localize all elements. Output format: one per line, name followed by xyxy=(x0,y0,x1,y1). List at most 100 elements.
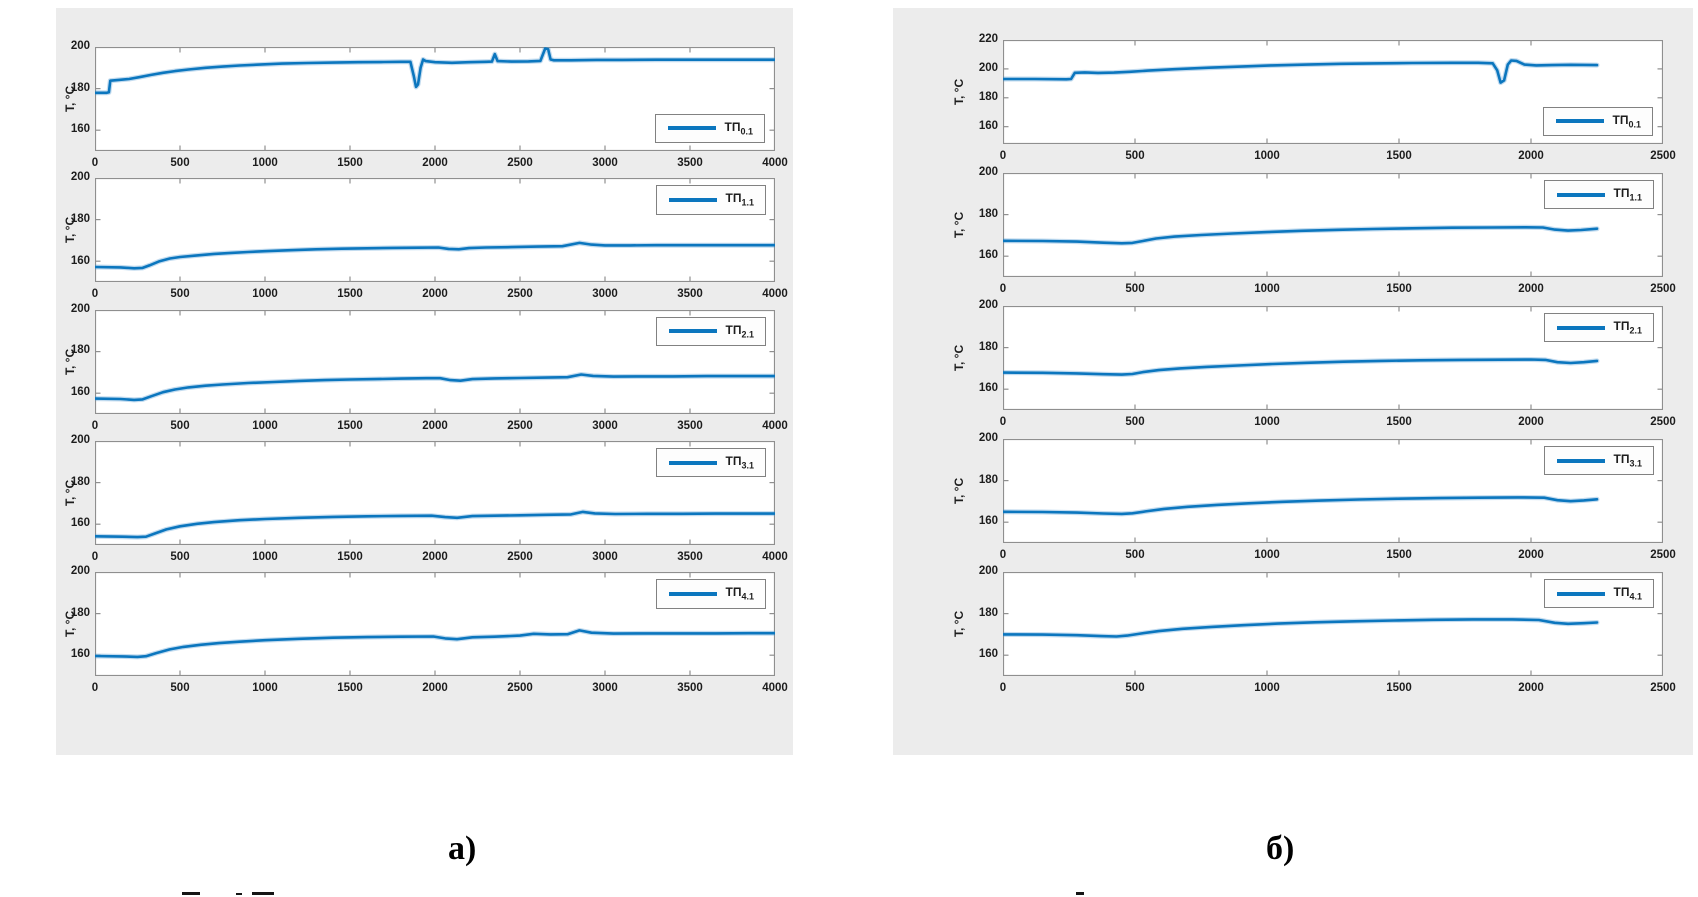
legend-line-sample xyxy=(1556,325,1605,330)
y-tick-label: 200 xyxy=(70,171,90,184)
series-line xyxy=(95,372,775,401)
x-tick-label: 2000 xyxy=(422,288,448,301)
figure-a: T, °C ТП0.1 160 180 200 0 500 1000 1500 2000 2500 3… xyxy=(56,8,793,755)
x-tick-label: 1500 xyxy=(1386,682,1412,694)
x-tick-label: 3000 xyxy=(592,682,618,695)
x-tick-label: 500 xyxy=(170,419,190,432)
x-tick-label: 1500 xyxy=(337,288,363,301)
y-tick-label: 180 xyxy=(978,473,998,486)
x-tick-label: 3500 xyxy=(677,288,703,301)
x-tick-label: 500 xyxy=(170,157,190,169)
series-line xyxy=(95,47,775,95)
figure-a-caption: а) xyxy=(448,830,477,867)
x-tick-label: 2000 xyxy=(1518,150,1544,162)
y-tick-label: 160 xyxy=(978,249,998,262)
legend-line-sample xyxy=(668,197,717,202)
plot-canvas xyxy=(95,440,775,545)
y-tick-label: 200 xyxy=(978,565,998,577)
plot-canvas xyxy=(1003,40,1663,144)
x-tick-label: 1000 xyxy=(252,157,278,169)
legend-label-subscript: 1.1 xyxy=(1629,192,1642,203)
legend: ТП2.1 xyxy=(1543,313,1654,343)
y-tick-label: 200 xyxy=(70,433,90,446)
y-tick-label: 160 xyxy=(978,119,998,132)
x-tick-label: 1000 xyxy=(252,288,278,301)
x-tick-label: 2500 xyxy=(507,550,533,563)
y-tick-label: 200 xyxy=(978,61,998,74)
x-tick-label: 2000 xyxy=(1518,283,1544,295)
y-tick-label: 160 xyxy=(70,517,90,530)
x-tick-label: 1000 xyxy=(252,419,278,432)
series-line xyxy=(1003,225,1599,245)
y-axis-label: T, °C xyxy=(63,85,77,113)
legend: ТП4.1 xyxy=(655,579,766,609)
x-tick-label: 0 xyxy=(999,549,1007,561)
x-tick-label: 3000 xyxy=(592,419,618,432)
y-axis-label: T, °C xyxy=(952,211,966,239)
x-tick-label: 3000 xyxy=(592,288,618,301)
x-tick-label: 1500 xyxy=(1386,416,1412,428)
plot-canvas xyxy=(95,47,775,151)
legend-label: ТП2.1 xyxy=(1613,319,1642,336)
x-tick-label: 2500 xyxy=(1650,549,1676,561)
y-tick-label: 180 xyxy=(70,475,90,488)
y-tick-label: 160 xyxy=(70,123,90,136)
legend: ТП1.1 xyxy=(1543,180,1654,210)
x-tick-label: 2000 xyxy=(422,157,448,169)
x-tick-label: 0 xyxy=(999,150,1007,162)
cropped-caption-fragment xyxy=(236,893,242,895)
y-tick-label: 200 xyxy=(70,302,90,315)
plot-canvas xyxy=(95,572,775,677)
x-tick-label: 1500 xyxy=(1386,283,1412,295)
x-tick-label: 2500 xyxy=(507,419,533,432)
x-tick-label: 2000 xyxy=(422,682,448,695)
x-tick-label: 3500 xyxy=(677,682,703,695)
cropped-caption-fragment xyxy=(252,892,274,895)
legend-line-sample xyxy=(668,591,717,596)
x-tick-label: 4000 xyxy=(762,550,788,563)
legend-label: ТП4.1 xyxy=(1613,585,1642,602)
legend-line-sample xyxy=(668,460,717,465)
x-tick-label: 2500 xyxy=(1650,283,1676,295)
plot-canvas xyxy=(1003,173,1663,277)
plot-area: ТП4.1 xyxy=(1003,572,1663,676)
plot-area: ТП2.1 xyxy=(1003,306,1663,410)
x-tick-label: 0 xyxy=(91,157,99,169)
x-tick-label: 1500 xyxy=(337,157,363,169)
x-tick-label: 1000 xyxy=(1254,549,1280,561)
series-line-halo xyxy=(1003,494,1600,517)
y-tick-label: 180 xyxy=(978,90,998,103)
x-tick-label: 2500 xyxy=(507,288,533,301)
x-tick-label: 0 xyxy=(999,416,1007,428)
series-line xyxy=(1003,59,1599,84)
legend-label: ТП0.1 xyxy=(724,119,753,136)
x-tick-label: 2000 xyxy=(422,550,448,563)
y-tick-label: 160 xyxy=(978,382,998,395)
y-tick-label: 200 xyxy=(978,432,998,444)
plot-area: ТП0.1 xyxy=(1003,40,1663,144)
x-tick-label: 2000 xyxy=(422,419,448,432)
plot-canvas xyxy=(1003,439,1663,543)
plot-area: ТП1.1 xyxy=(95,178,775,283)
x-tick-label: 0 xyxy=(91,682,99,695)
x-tick-label: 4000 xyxy=(762,419,788,432)
y-axis-label: T, °C xyxy=(63,348,77,375)
legend-label-subscript: 0.1 xyxy=(1628,119,1641,129)
x-tick-label: 500 xyxy=(170,288,190,301)
x-tick-label: 500 xyxy=(1125,549,1145,561)
x-tick-label: 2000 xyxy=(1518,549,1544,561)
plot-area: ТП3.1 xyxy=(95,440,775,545)
x-tick-label: 0 xyxy=(91,419,99,432)
legend-label: ТП3.1 xyxy=(1613,452,1642,469)
y-tick-label: 200 xyxy=(70,40,90,52)
x-tick-label: 2500 xyxy=(507,682,533,695)
legend: ТП4.1 xyxy=(1543,579,1654,609)
x-tick-label: 1000 xyxy=(1254,283,1280,295)
legend-label: ТП2.1 xyxy=(725,322,754,339)
plot-area: ТП4.1 xyxy=(95,572,775,677)
legend: ТП0.1 xyxy=(654,113,765,143)
x-tick-label: 1000 xyxy=(252,550,278,563)
x-tick-label: 1000 xyxy=(252,682,278,695)
legend: ТП0.1 xyxy=(1542,106,1653,136)
legend: ТП3.1 xyxy=(655,447,766,478)
